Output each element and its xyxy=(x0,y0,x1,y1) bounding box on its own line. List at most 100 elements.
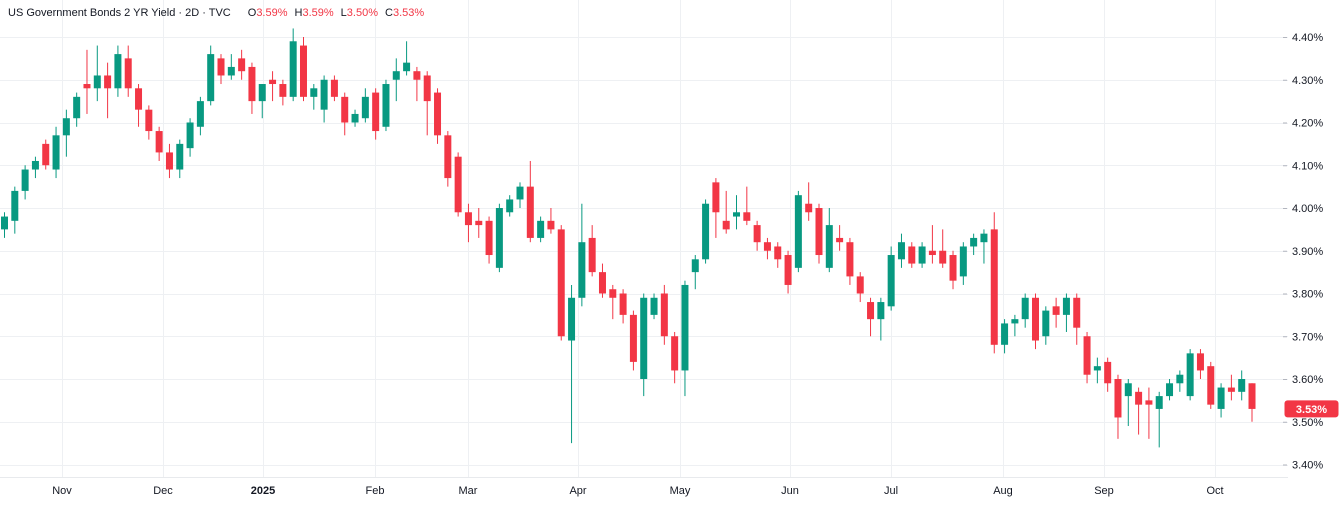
candle xyxy=(73,92,81,127)
candle-body xyxy=(640,297,648,379)
candle xyxy=(135,84,143,127)
month-label: Apr xyxy=(569,485,586,497)
candle xyxy=(897,233,905,268)
candle-body xyxy=(1001,323,1009,345)
candle xyxy=(743,186,751,226)
candle-body xyxy=(980,233,988,243)
candle xyxy=(959,242,967,285)
candle-body xyxy=(104,75,112,89)
candle xyxy=(62,109,70,157)
candle-body xyxy=(227,66,235,76)
candle-body xyxy=(1073,297,1081,328)
candle xyxy=(155,126,163,161)
candle-body xyxy=(1238,379,1246,392)
candle-body xyxy=(114,54,122,89)
symbol-title[interactable]: US Government Bonds 2 YR Yield · 2D · TV… xyxy=(8,7,231,19)
ohlc-close-value: 3.53% xyxy=(392,7,425,19)
candle xyxy=(186,118,194,157)
candle xyxy=(475,208,483,238)
candle-body xyxy=(1,216,8,230)
candle-body xyxy=(1248,383,1256,409)
candle xyxy=(299,37,307,102)
candle xyxy=(753,220,761,251)
candle-body xyxy=(774,246,782,260)
candle xyxy=(207,45,215,106)
candle xyxy=(712,178,720,238)
candle xyxy=(196,96,204,136)
candle xyxy=(815,203,823,264)
candle-body xyxy=(681,284,689,371)
candle xyxy=(990,212,998,354)
candle-body xyxy=(52,135,60,170)
price-axis-label: 3.80% xyxy=(1292,289,1323,301)
candle xyxy=(392,58,400,102)
time-axis[interactable]: Nov Dec 2025 Feb Mar Apr May Jun Jul Aug Sep Oct xyxy=(52,485,1223,497)
candle xyxy=(320,75,328,123)
month-label: Oct xyxy=(1206,485,1223,497)
candle xyxy=(506,195,514,217)
candle xyxy=(351,109,359,127)
candle xyxy=(413,66,421,102)
last-price-badge-bg xyxy=(1284,400,1339,418)
candle-body xyxy=(1114,379,1122,418)
candle-body xyxy=(176,143,184,170)
candle xyxy=(11,186,19,234)
ohlc-high-value: 3.59% xyxy=(302,7,334,19)
candle xyxy=(258,84,266,119)
candle-body xyxy=(846,242,854,277)
month-label: Feb xyxy=(366,485,385,497)
candle-body xyxy=(619,293,627,315)
candle xyxy=(856,272,864,303)
candle xyxy=(165,143,173,179)
candle-body xyxy=(258,84,266,102)
candle xyxy=(1093,357,1101,384)
candle xyxy=(825,208,833,273)
candle xyxy=(279,79,287,106)
candle-body xyxy=(93,75,101,89)
candle xyxy=(980,229,988,264)
candle-body xyxy=(207,54,215,102)
candle xyxy=(1011,314,1019,337)
candle xyxy=(227,54,235,80)
candle-body xyxy=(1135,391,1143,405)
candle xyxy=(52,126,60,179)
candle-body xyxy=(805,203,813,213)
candle xyxy=(104,62,112,119)
candle-body xyxy=(1186,353,1194,397)
candle xyxy=(1104,357,1112,392)
candle-body xyxy=(1083,336,1091,375)
last-price-badge: 3.53% xyxy=(1284,400,1339,418)
price-axis[interactable]: 4.40% 4.30% 4.20% 4.10% 4.00% 3.90% 3.80% 3.70%… xyxy=(1283,32,1339,472)
candle-body xyxy=(588,237,596,273)
candle-body xyxy=(310,88,318,97)
ohlc-high-label: H xyxy=(294,7,303,19)
candle xyxy=(114,45,122,97)
ohlc-open-value: 3.59% xyxy=(256,7,288,19)
candle xyxy=(609,284,617,320)
candle-body xyxy=(928,250,936,256)
candle-body xyxy=(423,75,431,102)
candle-body xyxy=(516,186,524,200)
candle xyxy=(805,182,813,221)
candle-body xyxy=(320,79,328,110)
candle-body xyxy=(702,203,710,260)
candle-body xyxy=(1207,366,1215,405)
candles-layer xyxy=(1,28,1256,448)
candle xyxy=(1073,293,1081,345)
symbol-legend[interactable]: US Government Bonds 2 YR Yield · 2D · TV… xyxy=(8,6,424,21)
candle-body xyxy=(815,208,823,256)
price-axis-label: 4.40% xyxy=(1292,32,1323,44)
candle-body xyxy=(21,169,29,191)
candle xyxy=(1083,331,1091,384)
candle-body xyxy=(135,88,143,110)
candle xyxy=(1021,293,1029,328)
candle xyxy=(547,208,555,234)
candle xyxy=(640,293,648,397)
candle-body xyxy=(124,58,132,89)
candle xyxy=(1207,361,1215,409)
candle xyxy=(939,229,947,268)
price-axis-label: 3.90% xyxy=(1292,246,1323,258)
candle-body xyxy=(794,195,802,268)
candle xyxy=(330,75,338,102)
